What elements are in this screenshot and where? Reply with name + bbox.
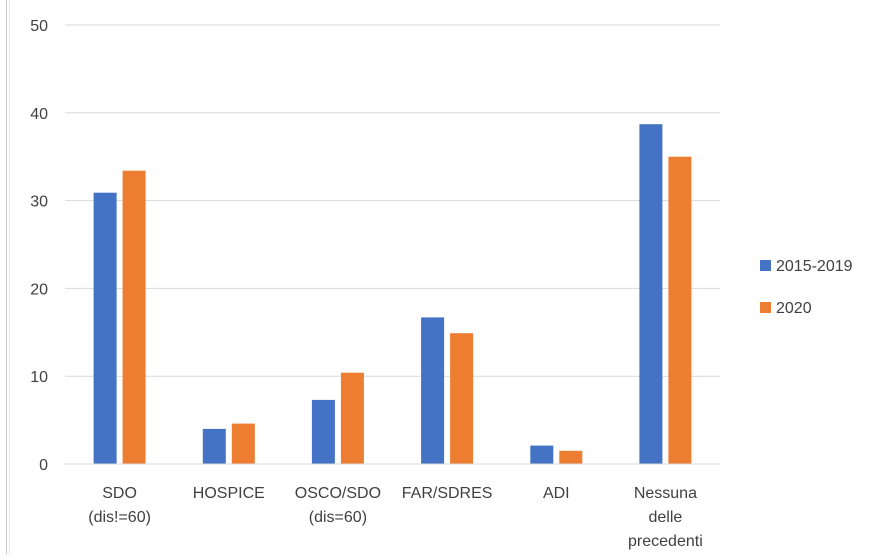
gridlines: [65, 24, 720, 377]
legend-label: 2020: [776, 300, 812, 317]
bar-2020: [122, 170, 146, 464]
bar-2020: [559, 450, 583, 464]
y-axis-ticks: 0 10 20 30 40 50: [30, 18, 48, 474]
x-tick-label: SDO (dis!=60): [88, 485, 151, 526]
y-tick-label: 50: [30, 18, 48, 35]
bar-2015-2019: [311, 399, 335, 464]
bar-2015-2019: [530, 445, 554, 464]
x-axis-labels: SDO (dis!=60) HOSPICE OSCO/SDO (dis=60) FAR/S…: [88, 485, 703, 550]
legend-swatch: [760, 260, 771, 271]
bar-2015-2019: [639, 124, 663, 464]
bar-2015-2019: [93, 192, 117, 464]
y-tick-label: 0: [39, 457, 48, 474]
bar-2020: [668, 156, 692, 464]
bar-2015-2019: [421, 317, 445, 464]
y-tick-label: 40: [30, 106, 48, 123]
legend-swatch: [760, 302, 771, 313]
legend: 2015-2019 2020: [760, 258, 853, 317]
x-tick-label: HOSPICE: [193, 485, 265, 502]
bar-2020: [340, 372, 364, 464]
y-tick-label: 20: [30, 281, 48, 298]
bar-2020: [231, 423, 255, 464]
x-tick-label: FAR/SDRES: [402, 485, 493, 502]
bar-2015-2019: [202, 428, 226, 464]
x-tick-label: OSCO/SDO (dis=60): [295, 485, 381, 526]
bars: [93, 124, 692, 464]
left-border: [6, 0, 10, 555]
bar-2020: [450, 333, 474, 464]
y-tick-label: 10: [30, 369, 48, 386]
x-tick-label: Nessuna delle precedenti: [628, 485, 703, 550]
x-tick-label: ADI: [543, 485, 570, 502]
y-tick-label: 30: [30, 194, 48, 211]
legend-label: 2015-2019: [776, 258, 853, 275]
